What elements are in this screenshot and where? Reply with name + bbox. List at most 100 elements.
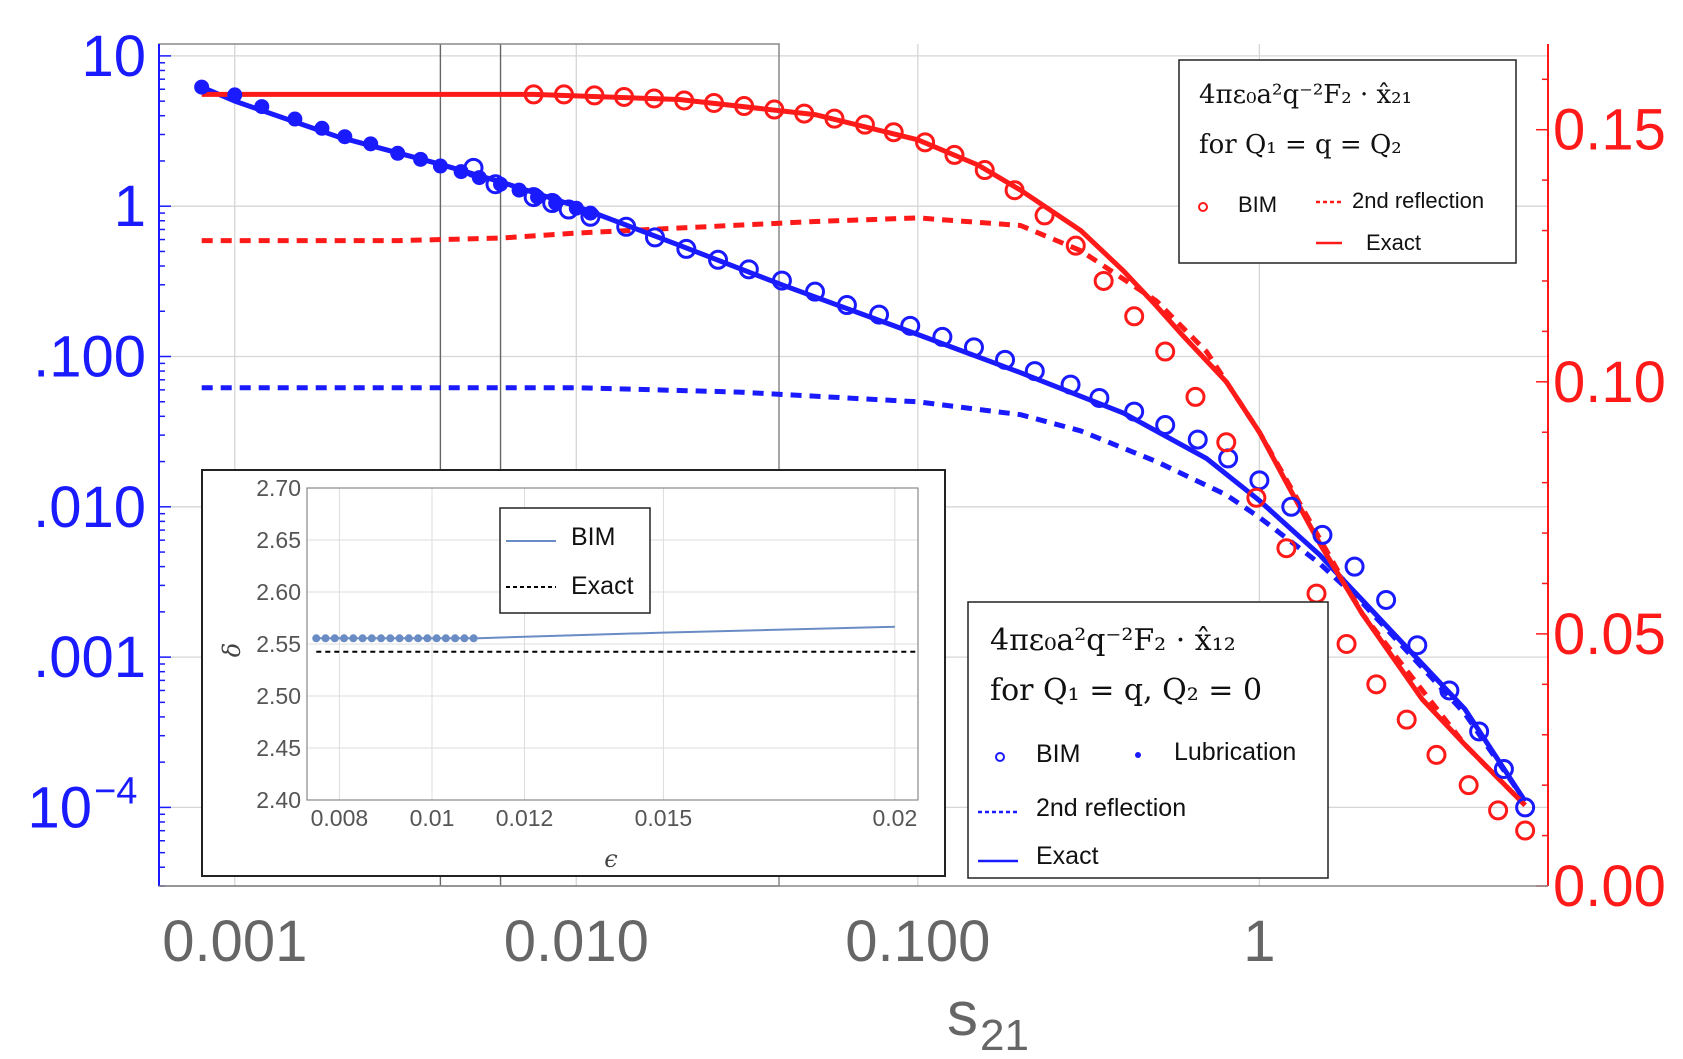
blue-bim-point: [645, 227, 666, 248]
red-bim-point: [1246, 487, 1267, 508]
legend-top-exact-label: Exact: [1366, 230, 1421, 255]
inset-x-axis: 0.008 0.01 0.012 0.015 0.02: [311, 805, 918, 831]
inset-bim-points-point: [367, 634, 376, 643]
x-axis-label-subscript: 21: [980, 1011, 1029, 1059]
x-axis-label: s: [947, 980, 978, 1049]
blue-lubrication-point: [254, 99, 270, 115]
blue-bim-point: [1060, 374, 1081, 395]
main-series: [194, 79, 1536, 841]
inset-x-label: ϵ: [604, 845, 617, 873]
left-axis-tick-label: .001: [33, 625, 146, 690]
blue-bim-point: [1249, 470, 1270, 491]
red-bim-point: [764, 99, 785, 120]
blue-bim-point: [1344, 556, 1365, 577]
blue-lubrication-point: [493, 176, 509, 192]
blue-bim-point: [1439, 680, 1460, 701]
left-axis-tick-label: 10: [27, 775, 92, 840]
red-bim-point: [1155, 341, 1176, 362]
red-bim-point: [1216, 432, 1237, 453]
inset-bim-points-point: [460, 634, 469, 643]
red-bim-point: [584, 85, 605, 106]
x-axis: 0.001 0.010 0.100 1: [159, 885, 1548, 974]
inset-y-axis: 2.70 2.65 2.60 2.55 2.50 2.45 2.40: [256, 475, 301, 813]
inset-y-tick-label: 2.70: [256, 475, 301, 501]
red-bim-point: [523, 84, 544, 105]
blue-bim-point: [1281, 496, 1302, 517]
inset-bim-points-point: [377, 634, 386, 643]
red-bim-point: [824, 108, 845, 129]
inset-bim-points-point: [432, 634, 441, 643]
blue-lubrication-point: [548, 195, 564, 211]
blue-bim-point: [1024, 361, 1045, 382]
x-axis-tick-label: 1: [1243, 909, 1275, 974]
blue-bim-point: [869, 304, 890, 325]
right-axis-tick-label: 0.10: [1553, 350, 1666, 415]
red-bim-point: [644, 88, 665, 109]
legend-bottom: 4πε₀a²q⁻²F₂ · x̂₁₂ for Q₁ = q, Q₂ = 0 BI…: [967, 601, 1329, 879]
red-bim-point: [1185, 386, 1206, 407]
legend-top-bim-label: BIM: [1238, 192, 1277, 217]
red-bim-point: [915, 132, 936, 153]
inset-plot-frame: [306, 487, 919, 801]
blue-bim-point: [1469, 721, 1490, 742]
red-bim-point: [734, 96, 755, 117]
inset-bim-points-point: [349, 634, 358, 643]
inset-x-tick-label: 0.015: [635, 805, 693, 831]
blue-bim-point: [708, 249, 729, 270]
legend-bottom-lubrication-label: Lubrication: [1174, 738, 1296, 766]
legend-bottom-bim-label: BIM: [1036, 740, 1080, 768]
blue-bim-point: [1124, 401, 1145, 422]
red-bim-point: [974, 160, 995, 181]
red-bim-point: [674, 90, 695, 111]
left-axis-tick-label: 1: [114, 174, 146, 239]
blue-bim-point: [1493, 759, 1514, 780]
inset-bim-points-point: [330, 634, 339, 643]
inset-bim-points-point: [404, 634, 413, 643]
blue-bim-point: [1218, 448, 1239, 469]
red-bim-point: [1276, 538, 1297, 559]
left-axis-tick-label: .010: [33, 475, 146, 540]
legend-top-box: [1178, 59, 1517, 264]
red-bim-point: [1488, 800, 1509, 821]
x-axis-tick-label: 0.100: [845, 909, 990, 974]
red-bim-point: [1124, 306, 1145, 327]
left-axis-tick-label: 10: [81, 24, 146, 89]
inset-y-tick-label: 2.55: [256, 631, 301, 657]
red-bim-point: [1515, 820, 1536, 841]
blue-bim-point: [1089, 387, 1110, 408]
inset-bim-points-point: [423, 634, 432, 643]
legend-top: 4πε₀a²q⁻²F₂ · x̂₂₁ for Q₁ = q = Q₂ BIM 2…: [1178, 59, 1517, 264]
inset-x-tick-label: 0.01: [410, 805, 455, 831]
inset-bim-points-point: [395, 634, 404, 643]
inset-legend-bim-label: BIM: [571, 523, 615, 551]
legend-bottom-exact-label: Exact: [1036, 842, 1099, 870]
blue-bim-point: [616, 216, 637, 237]
red-bim-point: [883, 122, 904, 143]
blue-lubrication-point: [582, 205, 598, 221]
red-bim-point: [703, 92, 724, 113]
red-bim-point: [1093, 270, 1114, 291]
x-axis-tick-label: 0.001: [162, 909, 307, 974]
red-bim-point: [1034, 205, 1055, 226]
inset-chart: 2.702.652.602.552.502.452.40 0.008 0.01 0.…: [201, 469, 946, 877]
inset-bim-points-point: [414, 634, 423, 643]
red-bim-point: [1306, 583, 1327, 604]
blue-bim-point: [1155, 415, 1176, 436]
inset-bim-points-point: [441, 634, 450, 643]
inset-bim-points-point: [469, 634, 478, 643]
inset-bim-points-point: [386, 634, 395, 643]
inset-bim-points-point: [358, 634, 367, 643]
inset-bim-points-point: [340, 634, 349, 643]
blue-bim-point: [836, 295, 857, 316]
blue-lubrication-point: [511, 182, 527, 198]
red-bim-point: [1336, 633, 1357, 654]
red-bim-point: [854, 114, 875, 135]
legend-top-reflection-label: 2nd reflection: [1352, 188, 1484, 213]
inset-bim-points-point: [312, 634, 321, 643]
right-axis-tick-label: 0.15: [1553, 98, 1666, 163]
red-bim-point: [944, 144, 965, 165]
inset-x-tick-label: 0.012: [496, 805, 554, 831]
left-axis-tick-label-exponent: −4: [94, 770, 137, 812]
blue-lubrication-point: [390, 145, 406, 161]
blue-bim-point: [932, 326, 953, 347]
